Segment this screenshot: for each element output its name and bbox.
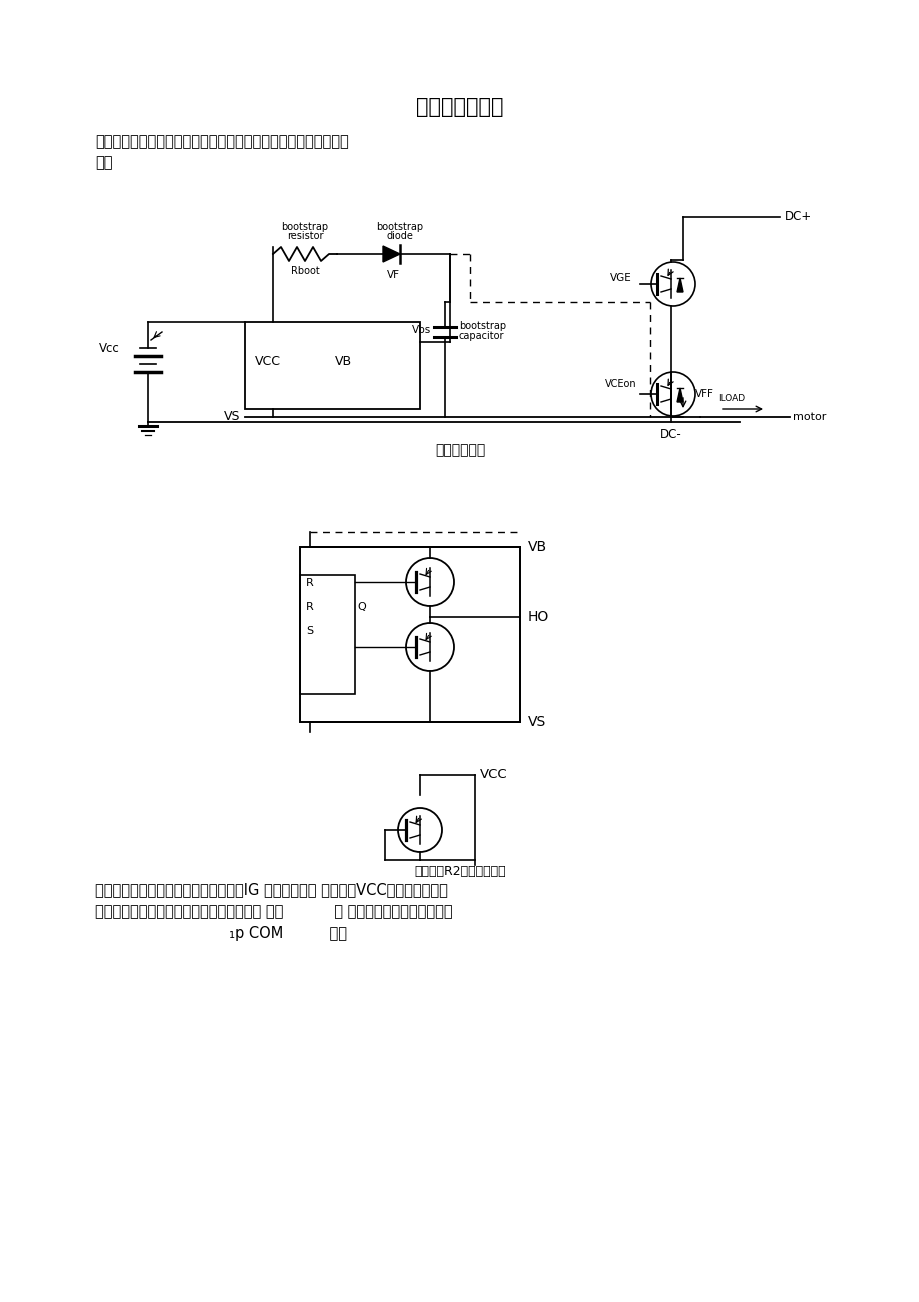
Text: 以上这种自举电路适用于三个上桥臂的IG 的伽轿僵蕳且 组电源（VCC）供电，这种方: 以上这种自举电路适用于三个上桥臂的IG 的伽轿僵蕳且 组电源（VCC）供电，这种… bbox=[95, 881, 448, 897]
Text: capacitor: capacitor bbox=[459, 331, 504, 341]
Text: VB: VB bbox=[335, 355, 352, 368]
Text: R: R bbox=[306, 602, 313, 612]
Text: VS: VS bbox=[223, 410, 240, 423]
Text: ILOAD: ILOAD bbox=[717, 395, 744, 404]
Text: Rboot: Rboot bbox=[290, 266, 319, 276]
Text: bootstrap: bootstrap bbox=[459, 322, 505, 331]
Text: VCC: VCC bbox=[480, 768, 507, 781]
Text: VB: VB bbox=[528, 540, 547, 553]
Text: S: S bbox=[306, 626, 312, 635]
Text: VFF: VFF bbox=[694, 389, 713, 398]
Polygon shape bbox=[382, 246, 400, 262]
Text: Vbs: Vbs bbox=[412, 326, 430, 335]
Text: bootstrap: bootstrap bbox=[281, 223, 328, 232]
Text: ：自举供电电路: ：自举供电电路 bbox=[415, 98, 504, 117]
Text: 图：: 图： bbox=[95, 155, 112, 171]
Bar bbox=[300, 547, 519, 723]
Text: VCEon: VCEon bbox=[605, 379, 636, 389]
Text: VF: VF bbox=[386, 270, 399, 280]
Text: DC-: DC- bbox=[660, 428, 681, 441]
Text: 成本低，但在占空比和导通时间方面会有局 电。           案 限，因为要求对自举电容反: 成本低，但在占空比和导通时间方面会有局 电。 案 限，因为要求对自举电容反 bbox=[95, 904, 452, 919]
Polygon shape bbox=[676, 279, 682, 292]
Text: ₁p COM          复充: ₁p COM 复充 bbox=[95, 926, 346, 941]
Polygon shape bbox=[676, 388, 682, 402]
Text: 驱动模块R2呷的输出接匚: 驱动模块R2呷的输出接匚 bbox=[414, 865, 505, 878]
Text: resistor: resistor bbox=[287, 230, 323, 241]
Text: 自举供电电路: 自举供电电路 bbox=[435, 443, 484, 457]
Text: motor: motor bbox=[792, 411, 825, 422]
Text: DC+: DC+ bbox=[784, 211, 811, 224]
Bar bbox=[244, 322, 420, 409]
Text: VCC: VCC bbox=[255, 355, 280, 368]
Text: VGE: VGE bbox=[609, 273, 631, 283]
Text: Q: Q bbox=[357, 602, 366, 612]
Bar bbox=[300, 575, 355, 694]
Text: bootstrap: bootstrap bbox=[376, 223, 423, 232]
Text: diode: diode bbox=[386, 230, 413, 241]
Text: Vcc: Vcc bbox=[99, 342, 119, 355]
Text: R: R bbox=[306, 578, 313, 589]
Text: VS: VS bbox=[528, 715, 546, 729]
Text: 该设计所采用自举供电电路是由一个二极管和一个电容组成，如下: 该设计所采用自举供电电路是由一个二极管和一个电容组成，如下 bbox=[95, 134, 348, 148]
Text: HO: HO bbox=[528, 611, 549, 624]
